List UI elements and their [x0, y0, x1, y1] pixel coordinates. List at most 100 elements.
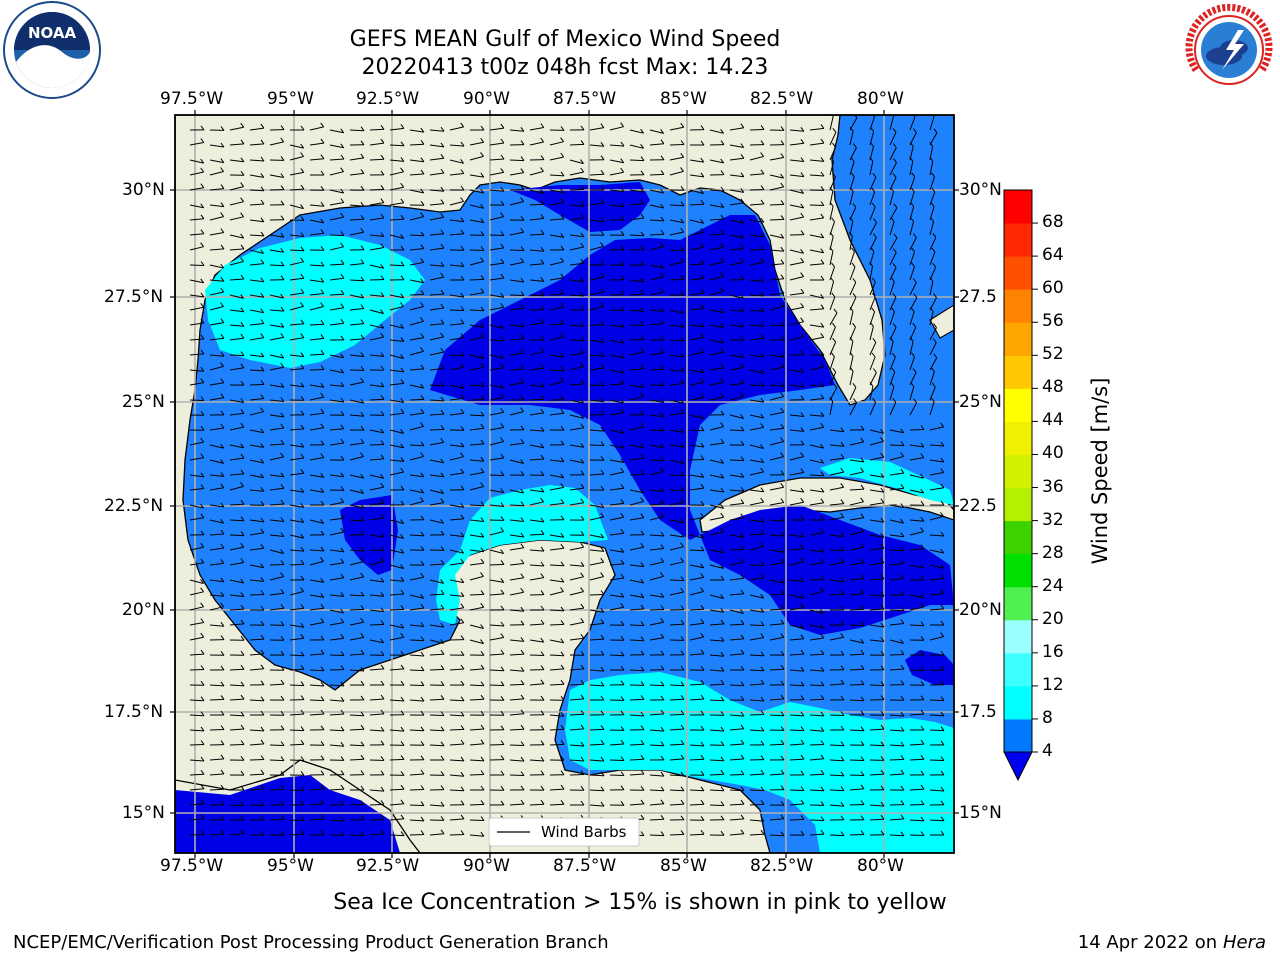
wind-barb-flag — [720, 619, 725, 625]
wind-barb-flag — [540, 561, 545, 567]
wind-barb-flag — [640, 497, 644, 502]
wind-barb-flag — [520, 322, 525, 328]
wind-barb-flag — [580, 398, 584, 404]
wind-barb — [769, 218, 785, 221]
wind-barb — [629, 473, 645, 476]
wind-barb-flag — [780, 470, 785, 476]
wind-barb — [369, 142, 384, 146]
wind-barb — [869, 624, 884, 628]
wind-barb-flag — [480, 547, 485, 553]
wind-barb-flag — [860, 680, 865, 685]
wind-barb-flag — [380, 694, 385, 700]
wind-barb — [529, 263, 544, 266]
wind-barb — [669, 444, 684, 448]
wind-barb-flag — [850, 157, 855, 162]
wind-barb — [329, 474, 344, 478]
wind-barb-flag — [920, 500, 925, 506]
wind-barb-flag — [871, 187, 876, 193]
wind-barb — [409, 306, 424, 311]
wind-barb-flag — [760, 607, 765, 613]
wind-barb — [249, 804, 265, 807]
wind-barb-flag — [240, 785, 245, 791]
wind-barb — [789, 624, 804, 630]
wind-barb — [289, 654, 305, 657]
wind-barb-flag — [620, 187, 625, 192]
wind-barb-flag — [840, 532, 845, 537]
wind-barb-flag — [660, 681, 665, 687]
wind-barb — [649, 575, 664, 581]
wind-barb — [789, 384, 804, 388]
wind-barb — [569, 668, 585, 671]
wind-barb — [629, 189, 644, 193]
wind-barb-flag — [800, 288, 805, 294]
lon-label-top-97.5: 97.5°W — [160, 89, 224, 109]
wind-barb-flag — [420, 395, 425, 400]
wind-barb — [229, 485, 244, 491]
wind-barb — [369, 309, 384, 315]
wind-barb — [249, 564, 264, 569]
wind-barb-flag — [400, 500, 405, 506]
wind-barb-flag — [460, 197, 465, 202]
wind-barb — [629, 457, 644, 461]
wind-barb-flag — [560, 214, 565, 220]
wind-barb-flag — [440, 199, 445, 204]
wind-barb — [649, 534, 665, 537]
wind-barb — [229, 412, 244, 416]
wind-barb-flag — [540, 637, 545, 643]
wind-barb-flag — [240, 635, 245, 641]
wind-barb — [509, 324, 524, 328]
colorbar-tick-label: 12 — [1042, 674, 1064, 695]
wind-barb-flag — [560, 724, 565, 730]
wind-barb-flag — [300, 546, 305, 552]
wind-barb — [529, 501, 544, 506]
wind-barb — [809, 217, 824, 221]
wind-barb-flag — [380, 332, 385, 338]
wind-barb-flag — [200, 726, 205, 732]
wind-barb-flag — [560, 638, 565, 644]
frame-ticks — [170, 110, 959, 858]
wind-barb-flag — [680, 471, 685, 476]
colorbar-tick-label: 20 — [1042, 608, 1064, 629]
wind-barb — [569, 159, 584, 165]
wind-barb-flag — [460, 680, 465, 686]
wind-barb-flag — [740, 258, 745, 263]
wind-barb-flag — [400, 564, 405, 569]
wind-barb — [529, 233, 545, 236]
wind-barb-flag — [849, 306, 854, 312]
wind-barb — [189, 488, 204, 491]
wind-barb-flag — [480, 257, 484, 262]
wind-barb — [869, 818, 885, 821]
wind-barb — [189, 187, 204, 191]
wind-barb — [389, 729, 405, 732]
wind-barb — [689, 474, 704, 478]
wind-barb — [669, 339, 685, 342]
wind-barb — [269, 354, 284, 359]
wind-barb — [349, 381, 364, 386]
wind-barb-flag — [420, 140, 425, 145]
wind-barb-flag — [540, 590, 545, 595]
wind-barb — [729, 219, 744, 224]
lon-label-bottom-82.5: 82.5°W — [750, 856, 814, 876]
wind-barb — [569, 217, 584, 221]
colorbar-segment — [1004, 256, 1032, 290]
wind-barb — [649, 384, 665, 386]
wind-barb-flag — [940, 422, 944, 428]
wind-barb — [429, 216, 444, 221]
wind-barb-flag — [240, 443, 245, 449]
wind-barb-flag — [932, 262, 937, 268]
wind-barb-flag — [360, 489, 365, 494]
wind-barb — [849, 578, 864, 581]
wind-barb — [189, 306, 204, 311]
wind-barb-flag — [580, 379, 585, 385]
wind-barb-flag — [892, 263, 897, 268]
wind-barb — [689, 351, 704, 356]
wind-barb — [349, 399, 364, 404]
wind-barb — [889, 504, 904, 509]
wind-barb-flag — [849, 217, 854, 222]
wind-barb — [209, 397, 224, 401]
wind-barb — [869, 191, 876, 206]
wind-barb-flag — [260, 333, 265, 338]
land-bahamas — [929, 304, 954, 339]
wind-barb — [869, 161, 874, 176]
wind-barb — [189, 729, 205, 732]
